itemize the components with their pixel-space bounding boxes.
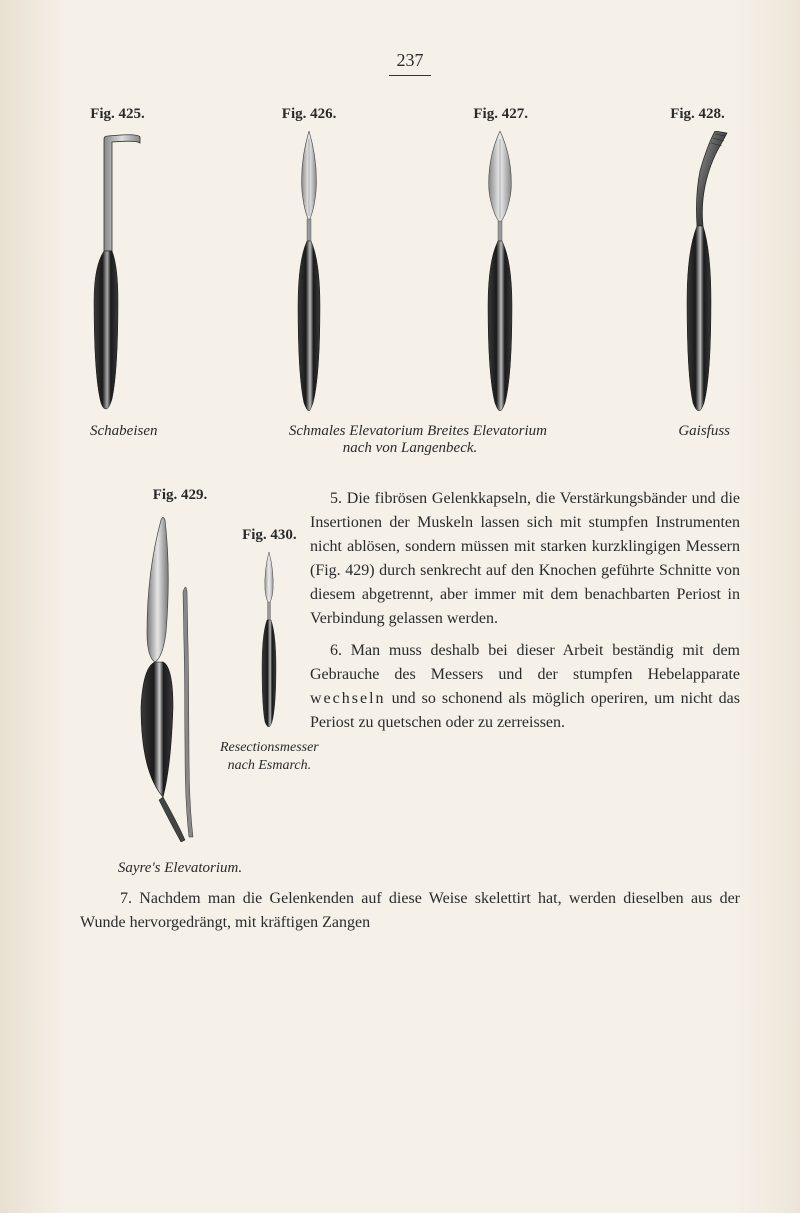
gaisfuss-icon <box>665 131 730 411</box>
left-figure-group: Fig. 429. <box>80 487 280 877</box>
figure-426: Fig. 426. <box>282 106 337 411</box>
figure-top-row: Fig. 425. <box>80 106 740 411</box>
paragraph-5: 5. Die fibrösen Gelenkkapseln, die Verst… <box>310 487 740 631</box>
figure-427: Fig. 427. <box>473 106 528 411</box>
schabeisen-icon <box>90 131 145 411</box>
breites-elevatorium-icon <box>473 131 528 411</box>
fig430-caption-line2: nach Esmarch. <box>228 758 311 773</box>
resectionsmesser-icon <box>252 552 286 727</box>
figure-427-label: Fig. 427. <box>473 106 528 123</box>
page-number-rule <box>389 75 431 76</box>
schmales-elevatorium-icon <box>284 131 334 411</box>
caption-schabeisen: Schabeisen <box>90 423 157 440</box>
caption-gaisfuss: Gaisfuss <box>678 423 730 440</box>
caption-elevatorium: Schmales Elevatorium Breites Elevatorium <box>157 423 678 440</box>
scanned-page: 237 Fig. 425. <box>0 0 800 1213</box>
figure-430: Fig. 430. <box>220 527 319 775</box>
body-text-column: 5. Die fibrösen Gelenkkapseln, die Verst… <box>310 487 740 877</box>
bottom-section: Fig. 429. <box>80 487 740 877</box>
figure-426-label: Fig. 426. <box>282 106 337 123</box>
figure-425-label: Fig. 425. <box>90 106 145 123</box>
paragraph-7: 7. Nachdem man die Gelenkenden auf diese… <box>80 887 740 935</box>
figure-429-caption: Sayre's Elevatorium. <box>118 860 242 877</box>
top-caption-row: Schabeisen Schmales Elevatorium Breites … <box>80 423 740 440</box>
figure-428-label: Fig. 428. <box>670 106 725 123</box>
fig430-caption-line1: Resectionsmesser <box>220 740 319 755</box>
sayre-elevatorium-icon <box>133 512 228 842</box>
paragraph-6: 6. Man muss deshalb bei dieser Arbeit be… <box>310 639 740 735</box>
caption-langenbeck: nach von Langenbeck. <box>80 440 740 457</box>
figure-428: Fig. 428. <box>665 106 730 411</box>
figure-430-caption: Resectionsmesser nach Esmarch. <box>220 739 319 775</box>
figure-430-label: Fig. 430. <box>242 527 297 544</box>
figure-429-label: Fig. 429. <box>153 487 208 504</box>
page-number: 237 <box>80 50 740 71</box>
figure-425: Fig. 425. <box>90 106 145 411</box>
